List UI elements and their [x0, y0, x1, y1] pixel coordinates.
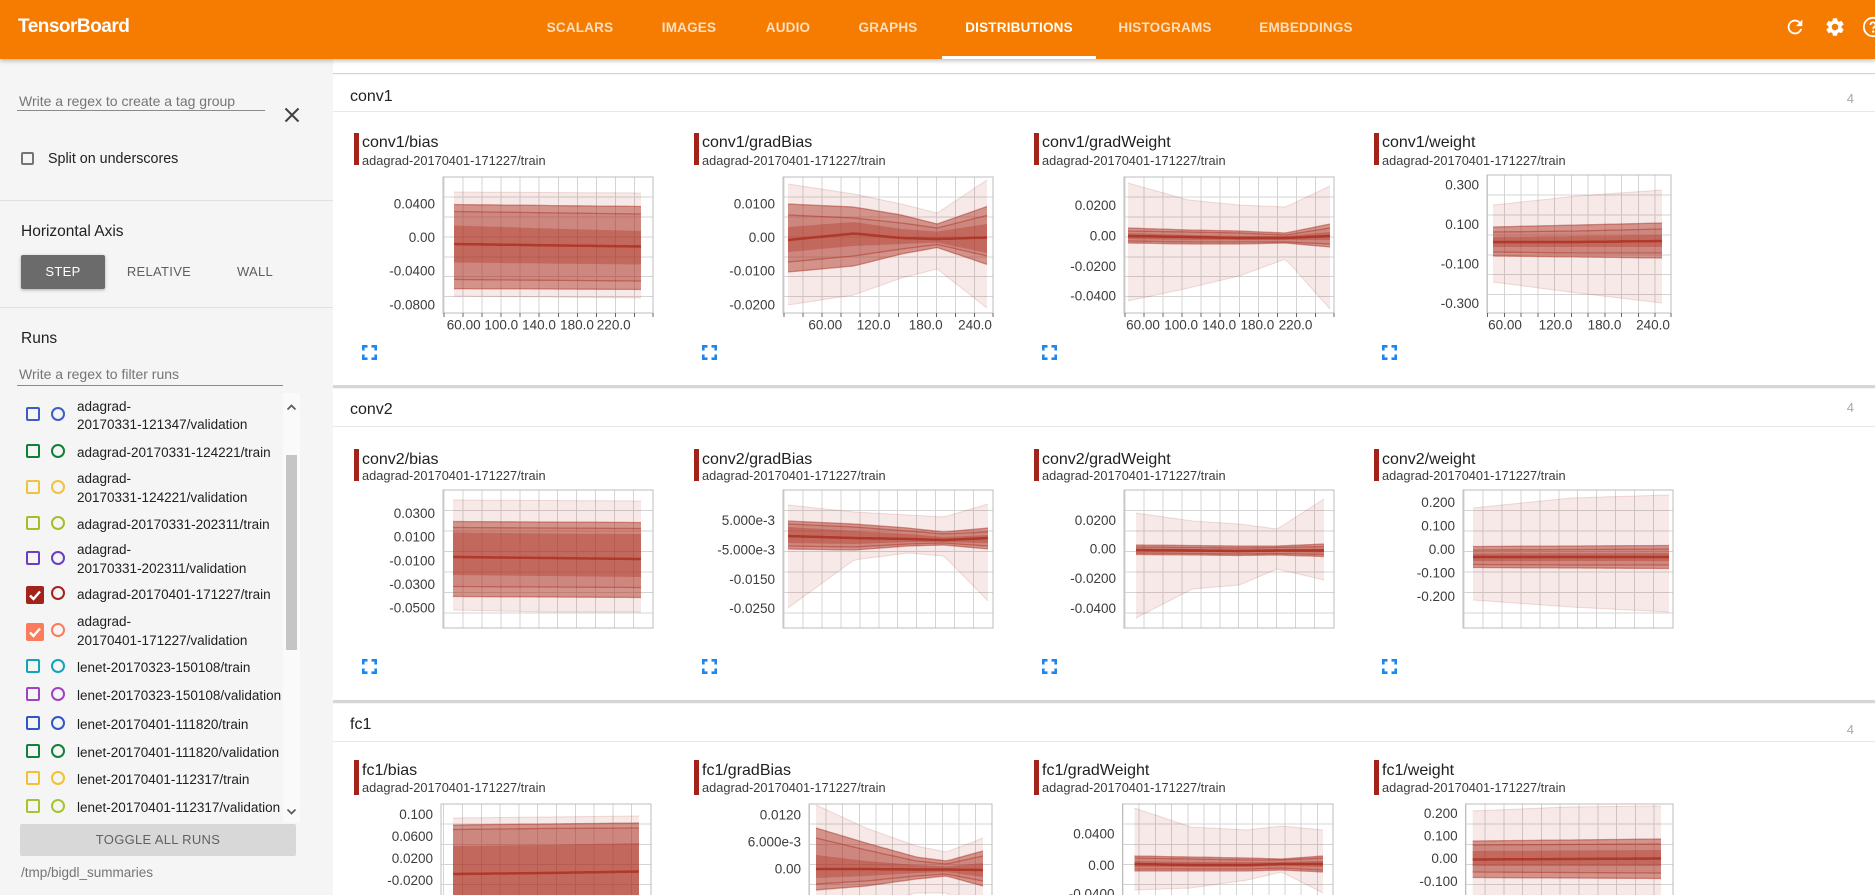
svg-text:0.0100: 0.0100: [734, 197, 775, 212]
svg-text:0.0200: 0.0200: [1075, 513, 1116, 528]
svg-text:-0.0400: -0.0400: [389, 264, 435, 279]
svg-text:0.0400: 0.0400: [394, 197, 435, 212]
svg-text:0.0200: 0.0200: [1075, 198, 1116, 213]
svg-text:-0.0800: -0.0800: [389, 298, 435, 313]
svg-text:0.0100: 0.0100: [394, 530, 435, 545]
svg-text:-0.100: -0.100: [1417, 566, 1455, 581]
svg-text:0.00: 0.00: [409, 230, 435, 245]
svg-text:-0.0150: -0.0150: [729, 572, 775, 587]
svg-text:60.00: 60.00: [1488, 318, 1522, 333]
svg-text:5.000e-3: 5.000e-3: [722, 513, 775, 528]
svg-text:120.0: 120.0: [857, 318, 891, 333]
svg-text:0.300: 0.300: [1445, 178, 1479, 193]
svg-text:-0.0400: -0.0400: [1070, 289, 1116, 304]
svg-text:180.0: 180.0: [1588, 318, 1622, 333]
svg-text:-5.000e-3: -5.000e-3: [717, 542, 775, 557]
svg-text:240.0: 240.0: [1636, 318, 1670, 333]
svg-text:100.0: 100.0: [484, 318, 518, 333]
svg-text:120.0: 120.0: [1539, 318, 1573, 333]
svg-text:140.0: 140.0: [1202, 318, 1236, 333]
svg-text:100.0: 100.0: [1164, 318, 1198, 333]
svg-text:0.0120: 0.0120: [760, 808, 801, 823]
svg-text:180.0: 180.0: [909, 318, 943, 333]
svg-text:-0.0200: -0.0200: [387, 873, 433, 888]
svg-text:-0.0250: -0.0250: [729, 601, 775, 616]
svg-text:60.00: 60.00: [1126, 318, 1160, 333]
svg-text:-0.0400: -0.0400: [1069, 887, 1115, 895]
svg-text:-0.0200: -0.0200: [729, 298, 775, 313]
svg-text:180.0: 180.0: [1241, 318, 1275, 333]
svg-text:0.200: 0.200: [1421, 495, 1455, 510]
svg-text:-0.200: -0.200: [1417, 589, 1455, 604]
svg-text:0.100: 0.100: [1421, 519, 1455, 534]
svg-text:0.00: 0.00: [775, 862, 801, 877]
svg-text:-0.0400: -0.0400: [1070, 601, 1116, 616]
svg-text:6.000e-3: 6.000e-3: [748, 835, 801, 850]
svg-text:140.0: 140.0: [522, 318, 556, 333]
svg-text:-0.0200: -0.0200: [1070, 571, 1116, 586]
svg-text:0.00: 0.00: [1088, 858, 1114, 873]
svg-text:180.0: 180.0: [560, 318, 594, 333]
svg-text:0.200: 0.200: [1424, 806, 1458, 821]
svg-text:-0.0500: -0.0500: [389, 601, 435, 616]
svg-text:0.0300: 0.0300: [394, 506, 435, 521]
svg-text:0.0600: 0.0600: [392, 829, 433, 844]
svg-text:0.100: 0.100: [1424, 829, 1458, 844]
svg-text:-0.0100: -0.0100: [729, 264, 775, 279]
svg-text:220.0: 220.0: [597, 318, 631, 333]
svg-text:0.00: 0.00: [749, 230, 775, 245]
svg-text:0.00: 0.00: [1431, 851, 1457, 866]
svg-text:0.100: 0.100: [1445, 217, 1479, 232]
svg-text:240.0: 240.0: [958, 318, 992, 333]
svg-text:0.00: 0.00: [1090, 542, 1116, 557]
svg-text:-0.100: -0.100: [1419, 874, 1457, 889]
svg-text:0.00: 0.00: [1090, 229, 1116, 244]
svg-text:60.00: 60.00: [447, 318, 481, 333]
svg-text:-0.0100: -0.0100: [389, 553, 435, 568]
svg-text:60.00: 60.00: [808, 318, 842, 333]
svg-text:0.0400: 0.0400: [1073, 827, 1114, 842]
svg-text:-0.0200: -0.0200: [1070, 259, 1116, 274]
svg-text:220.0: 220.0: [1279, 318, 1313, 333]
svg-text:-0.0300: -0.0300: [389, 577, 435, 592]
svg-text:0.00: 0.00: [1429, 542, 1455, 557]
svg-text:-0.100: -0.100: [1441, 257, 1479, 272]
svg-text:0.100: 0.100: [399, 807, 433, 822]
svg-text:-0.300: -0.300: [1441, 296, 1479, 311]
svg-text:0.0200: 0.0200: [392, 851, 433, 866]
